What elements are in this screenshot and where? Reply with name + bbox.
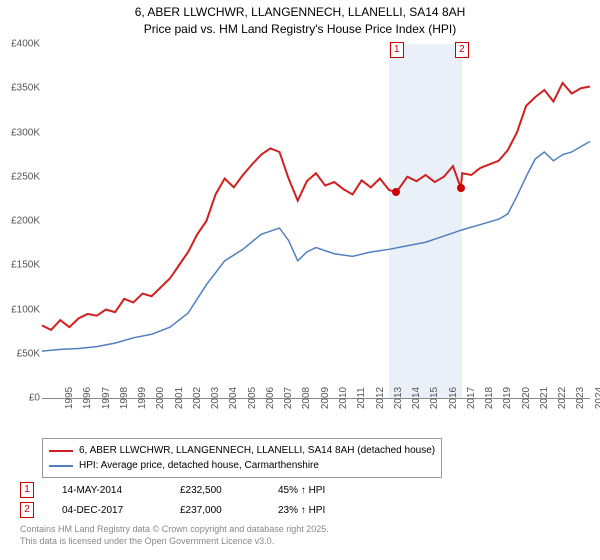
legend-swatch-property <box>49 450 73 452</box>
chart-svg <box>42 44 590 398</box>
sales-row: 2 04-DEC-2017 £237,000 23% ↑ HPI <box>20 500 358 520</box>
ytick: £0 <box>29 393 42 404</box>
footer-line1: Contains HM Land Registry data © Crown c… <box>20 524 329 536</box>
title-line2: Price paid vs. HM Land Registry's House … <box>0 21 600 38</box>
footer-line2: This data is licensed under the Open Gov… <box>20 536 329 548</box>
legend-row-property: 6, ABER LLWCHWR, LLANGENNECH, LLANELLI, … <box>49 443 435 458</box>
chart-container: 6, ABER LLWCHWR, LLANGENNECH, LLANELLI, … <box>0 0 600 560</box>
sale-date: 14-MAY-2014 <box>62 485 152 496</box>
ytick: £150K <box>11 260 42 271</box>
ytick: £250K <box>11 171 42 182</box>
sale-index: 2 <box>20 502 34 518</box>
title-line1: 6, ABER LLWCHWR, LLANGENNECH, LLANELLI, … <box>0 4 600 21</box>
sale-marker-label: 2 <box>455 42 469 58</box>
sale-index: 1 <box>20 482 34 498</box>
chart-area: £0£50K£100K£150K£200K£250K£300K£350K£400… <box>42 44 590 399</box>
ytick: £100K <box>11 304 42 315</box>
sales-table: 1 14-MAY-2014 £232,500 45% ↑ HPI 2 04-DEC-201… <box>20 480 358 520</box>
ytick: £200K <box>11 216 42 227</box>
sale-price: £232,500 <box>180 485 250 496</box>
legend-text-hpi: HPI: Average price, detached house, Carm… <box>79 458 319 473</box>
sale-marker-dot <box>392 188 400 196</box>
xtick: 2025 <box>590 387 600 409</box>
legend-swatch-hpi <box>49 465 73 467</box>
sale-price: £237,000 <box>180 505 250 516</box>
series-property <box>42 83 590 330</box>
ytick: £350K <box>11 83 42 94</box>
footer: Contains HM Land Registry data © Crown c… <box>20 524 329 547</box>
sale-pct: 23% ↑ HPI <box>278 505 358 516</box>
sales-row: 1 14-MAY-2014 £232,500 45% ↑ HPI <box>20 480 358 500</box>
sale-marker-dot <box>457 184 465 192</box>
ytick: £400K <box>11 39 42 50</box>
ytick: £50K <box>17 348 42 359</box>
title-block: 6, ABER LLWCHWR, LLANGENNECH, LLANELLI, … <box>0 0 600 38</box>
sale-date: 04-DEC-2017 <box>62 505 152 516</box>
legend-text-property: 6, ABER LLWCHWR, LLANGENNECH, LLANELLI, … <box>79 443 435 458</box>
ytick: £300K <box>11 127 42 138</box>
legend-row-hpi: HPI: Average price, detached house, Carm… <box>49 458 435 473</box>
sale-pct: 45% ↑ HPI <box>278 485 358 496</box>
legend: 6, ABER LLWCHWR, LLANGENNECH, LLANELLI, … <box>42 438 442 478</box>
sale-marker-label: 1 <box>390 42 404 58</box>
